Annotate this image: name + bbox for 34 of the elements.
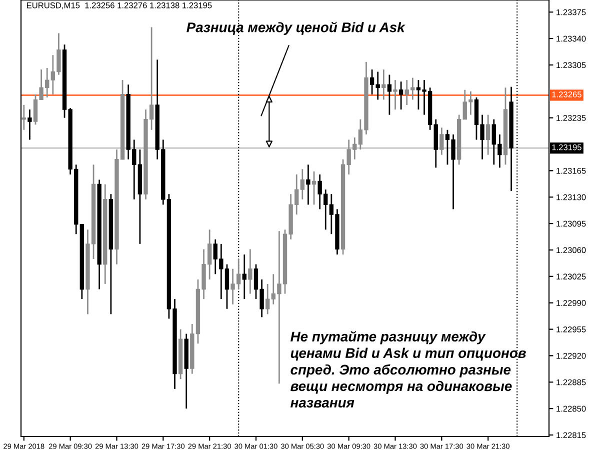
candlestick: [248, 248, 252, 294]
y-tick-label: 1.23235: [556, 115, 586, 121]
candlestick: [300, 168, 304, 200]
y-tick-label: 1.23095: [556, 220, 586, 227]
y-tick-label: 1.22850: [556, 406, 586, 412]
candlestick: [382, 68, 386, 100]
candlestick: [398, 80, 404, 110]
y-tick-label: 1.22920: [556, 352, 586, 359]
annotation: Разница между ценой Bid и Ask: [186, 22, 406, 36]
y-tick-label: 1.22885: [556, 379, 586, 386]
y-tick-label: 1.22955: [556, 326, 586, 332]
candlestick: [393, 79, 398, 110]
y-tick-label: 1.22815: [556, 432, 586, 438]
y-tick-label: 1.23375: [556, 9, 586, 16]
y-tick-label: 1.23060: [556, 247, 586, 254]
y-tick-label: 1.23165: [556, 168, 586, 174]
candlestick: [312, 170, 316, 206]
y-tick-label: 1.23025: [556, 274, 586, 280]
candlestick: [486, 114, 490, 156]
y-tick-label: 1.23340: [556, 36, 586, 42]
annotation: Не путайте разницу между ценами Bid и Ask и тип опционов спред. Это абсолютно разные вещи несмотря на одинаковые названия: [290, 330, 526, 408]
chart-title: EURUSD,M15 1.23256 1.23276 1.23138 1.23195: [26, 2, 212, 10]
candlestick: [306, 164, 310, 206]
y-tick-label: 1.23305: [556, 62, 586, 68]
candlestick: [22, 104, 26, 131]
candlestick: [387, 74, 392, 116]
candlestick: [242, 254, 246, 300]
ref-line-label: 1.23265: [552, 91, 582, 98]
candlestick: [28, 108, 32, 140]
y-tick-label: 1.22990: [556, 300, 586, 306]
candlestick: [440, 126, 444, 156]
ref-line-label: 1.23195: [552, 144, 582, 150]
candlestick: [266, 283, 270, 315]
y-tick-label: 1.23130: [556, 194, 586, 200]
